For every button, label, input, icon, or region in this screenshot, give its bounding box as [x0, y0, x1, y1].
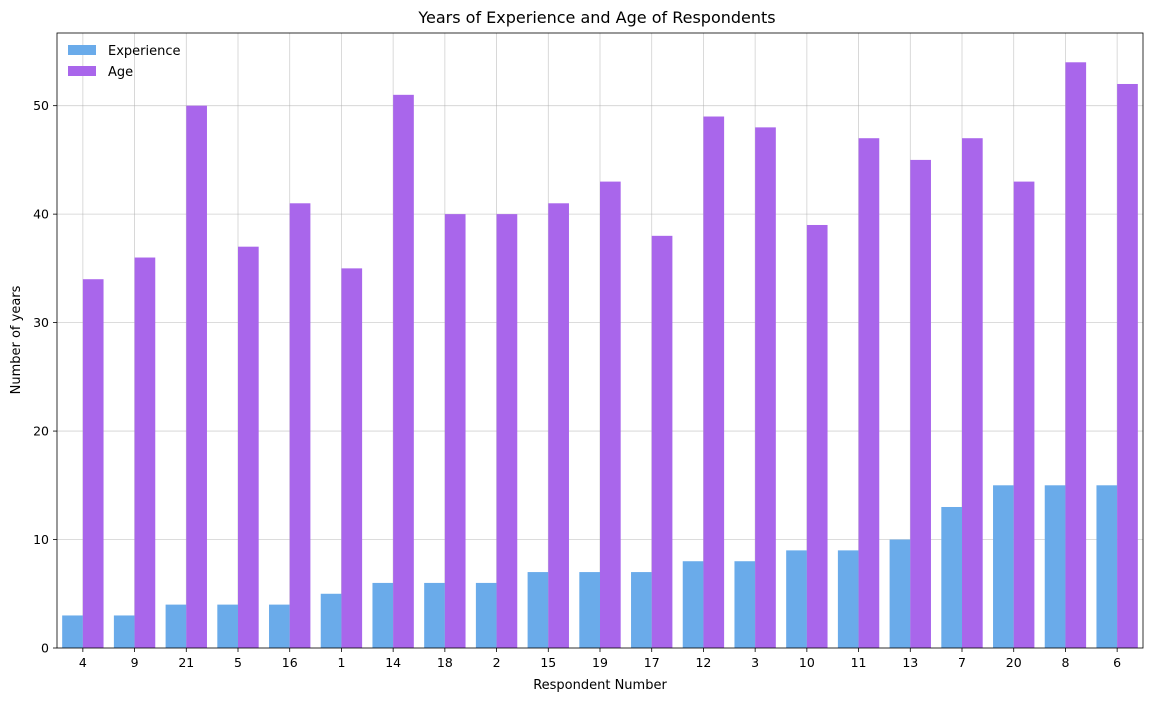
bar-age-20 [1013, 181, 1035, 648]
x-tick-label: 20 [1006, 655, 1022, 670]
bar-age-7 [962, 138, 983, 648]
bar-experience-9 [113, 615, 135, 648]
bar-experience-17 [631, 572, 652, 648]
y-tick-label: 40 [33, 207, 49, 222]
bar-experience-15 [527, 572, 549, 648]
bar-age-12 [703, 116, 725, 649]
bar-experience-1 [320, 593, 342, 648]
bar-age-2 [496, 214, 518, 648]
y-tick-label: 30 [33, 315, 49, 330]
bar-experience-7 [941, 506, 962, 648]
bar-experience-8 [1044, 485, 1066, 648]
bar-experience-5 [217, 604, 238, 648]
bar-age-9 [134, 257, 156, 648]
legend-swatch-experience [68, 45, 96, 55]
x-tick-label: 3 [751, 655, 759, 670]
bar-age-15 [548, 203, 569, 648]
bar-age-13 [910, 159, 931, 648]
bar-age-5 [238, 246, 259, 648]
bar-experience-10 [786, 550, 807, 648]
bar-experience-18 [424, 582, 445, 648]
bar-experience-19 [579, 572, 600, 648]
x-tick-label: 14 [385, 655, 401, 670]
bar-age-18 [444, 214, 466, 648]
x-tick-label: 11 [851, 655, 867, 670]
bar-experience-21 [165, 604, 187, 648]
bar-age-3 [755, 127, 776, 648]
y-tick-label: 10 [33, 532, 49, 547]
bars [62, 62, 1138, 649]
y-tick-label: 20 [33, 424, 49, 439]
x-tick-label: 5 [234, 655, 242, 670]
x-tick-label: 15 [540, 655, 556, 670]
legend-label-experience: Experience [108, 44, 181, 59]
y-tick-label: 0 [41, 641, 49, 656]
x-tick-label: 16 [282, 655, 298, 670]
bar-age-14 [393, 94, 414, 649]
bar-age-21 [186, 105, 207, 649]
bar-experience-11 [837, 550, 859, 648]
chart-title: Years of Experience and Age of Responden… [417, 8, 775, 27]
bar-age-11 [858, 138, 880, 648]
x-axis-ticks: 4 9 21 5 16 1 14 18 2 15 19 17 12 3 10 11 13 7 20 8 6 [79, 648, 1121, 670]
bar-experience-2 [475, 582, 497, 648]
bar-experience-20 [993, 485, 1014, 648]
x-tick-label: 17 [644, 655, 660, 670]
x-tick-label: 7 [958, 655, 966, 670]
bar-age-8 [1065, 62, 1087, 649]
y-axis-label: Number of years [9, 285, 24, 394]
bar-experience-6 [1096, 485, 1118, 648]
bar-age-6 [1117, 83, 1138, 649]
x-tick-label: 4 [79, 655, 87, 670]
bar-experience-3 [734, 561, 756, 648]
legend: Experience Age [68, 44, 181, 80]
bar-experience-14 [372, 582, 394, 648]
bar-age-16 [289, 203, 311, 648]
y-axis-ticks: 0 10 20 30 40 50 [33, 98, 57, 656]
x-tick-label: 13 [902, 655, 918, 670]
legend-label-age: Age [108, 65, 133, 80]
x-tick-label: 21 [178, 655, 194, 670]
x-tick-label: 10 [799, 655, 815, 670]
x-tick-label: 19 [592, 655, 608, 670]
bar-age-19 [600, 181, 621, 648]
x-tick-label: 9 [131, 655, 139, 670]
x-tick-label: 8 [1061, 655, 1069, 670]
bar-experience-13 [889, 539, 911, 648]
x-axis-label: Respondent Number [533, 678, 667, 693]
bar-age-17 [651, 235, 673, 648]
x-tick-label: 6 [1113, 655, 1121, 670]
bar-experience-12 [682, 561, 704, 648]
bar-age-1 [341, 268, 363, 648]
y-tick-label: 50 [33, 98, 49, 113]
x-tick-label: 18 [437, 655, 453, 670]
x-tick-label: 2 [493, 655, 501, 670]
legend-swatch-age [68, 66, 96, 76]
bar-age-10 [806, 224, 828, 648]
x-tick-label: 1 [337, 655, 345, 670]
bar-experience-4 [62, 615, 83, 648]
x-tick-label: 12 [695, 655, 711, 670]
bar-age-4 [82, 279, 104, 648]
bar-experience-16 [269, 604, 290, 648]
